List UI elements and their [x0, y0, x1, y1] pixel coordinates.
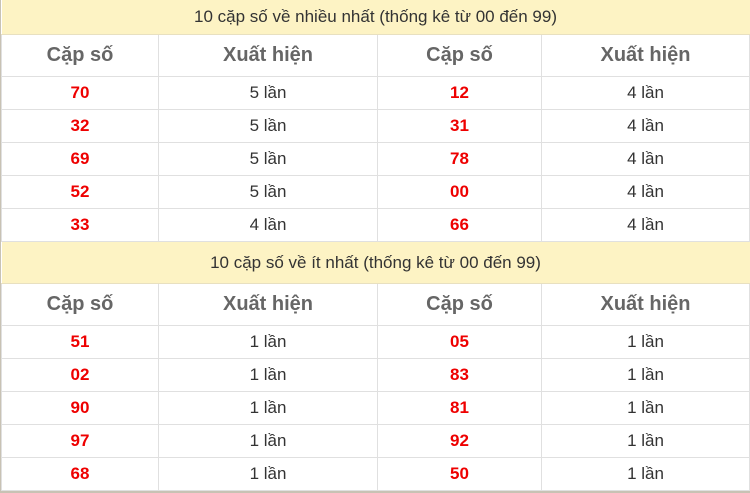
table-row: 69 5 lần 78 4 lần	[1, 142, 750, 176]
pair-number: 12	[377, 76, 542, 110]
pair-number: 31	[377, 109, 542, 143]
table-title: 10 cặp số về nhiều nhất (thống kê từ 00 …	[1, 0, 750, 35]
pair-number: 70	[1, 76, 159, 110]
occurrence-count: 1 lần	[158, 424, 378, 458]
occurrence-count: 1 lần	[540, 424, 750, 458]
header-row: Cặp số Xuất hiện Cặp số Xuất hiện	[1, 283, 750, 326]
header-row: Cặp số Xuất hiện Cặp số Xuất hiện	[1, 34, 750, 77]
pair-number: 66	[377, 208, 542, 242]
pair-number: 33	[1, 208, 159, 242]
occurrence-count: 5 lần	[158, 76, 378, 110]
pair-number: 69	[1, 142, 159, 176]
pair-number: 00	[377, 175, 542, 209]
table-row: 70 5 lần 12 4 lần	[1, 76, 750, 110]
occurrence-count: 4 lần	[540, 109, 750, 143]
column-header: Xuất hiện	[158, 34, 378, 77]
occurrence-count: 4 lần	[540, 175, 750, 209]
column-header: Cặp số	[1, 283, 159, 326]
occurrence-count: 1 lần	[540, 457, 750, 491]
pair-number: 05	[377, 325, 542, 359]
pair-number: 50	[377, 457, 542, 491]
table-row: 02 1 lần 83 1 lần	[1, 358, 750, 392]
column-header: Xuất hiện	[540, 283, 750, 326]
occurrence-count: 5 lần	[158, 142, 378, 176]
pair-number: 32	[1, 109, 159, 143]
occurrence-count: 1 lần	[540, 358, 750, 392]
table-row: 51 1 lần 05 1 lần	[1, 325, 750, 359]
occurrence-count: 5 lần	[158, 109, 378, 143]
table-title-row: 10 cặp số về nhiều nhất (thống kê từ 00 …	[1, 0, 750, 35]
table-row: 52 5 lần 00 4 lần	[1, 175, 750, 209]
table-row: 32 5 lần 31 4 lần	[1, 109, 750, 143]
table-title: 10 cặp số về ít nhất (thống kê từ 00 đến…	[1, 241, 750, 284]
occurrence-count: 1 lần	[158, 325, 378, 359]
column-header: Cặp số	[1, 34, 159, 77]
occurrence-count: 1 lần	[540, 325, 750, 359]
pair-number: 78	[377, 142, 542, 176]
table-row: 33 4 lần 66 4 lần	[1, 208, 750, 242]
column-header: Xuất hiện	[158, 283, 378, 326]
occurrence-count: 1 lần	[540, 391, 750, 425]
pair-number: 52	[1, 175, 159, 209]
pair-number: 83	[377, 358, 542, 392]
table-row: 97 1 lần 92 1 lần	[1, 424, 750, 458]
pair-number: 81	[377, 391, 542, 425]
column-header: Cặp số	[377, 34, 542, 77]
table-row: 68 1 lần 50 1 lần	[1, 457, 750, 491]
column-header: Cặp số	[377, 283, 542, 326]
occurrence-count: 5 lần	[158, 175, 378, 209]
pair-number: 92	[377, 424, 542, 458]
pair-number: 02	[1, 358, 159, 392]
occurrence-count: 4 lần	[158, 208, 378, 242]
occurrence-count: 1 lần	[158, 457, 378, 491]
column-header: Xuất hiện	[540, 34, 750, 77]
pair-number: 51	[1, 325, 159, 359]
pair-number: 90	[1, 391, 159, 425]
table-row: 90 1 lần 81 1 lần	[1, 391, 750, 425]
table-title-row: 10 cặp số về ít nhất (thống kê từ 00 đến…	[1, 241, 750, 284]
pair-number: 97	[1, 424, 159, 458]
occurrence-count: 4 lần	[540, 142, 750, 176]
occurrence-count: 1 lần	[158, 358, 378, 392]
occurrence-count: 4 lần	[540, 208, 750, 242]
pair-number: 68	[1, 457, 159, 491]
occurrence-count: 4 lần	[540, 76, 750, 110]
occurrence-count: 1 lần	[158, 391, 378, 425]
